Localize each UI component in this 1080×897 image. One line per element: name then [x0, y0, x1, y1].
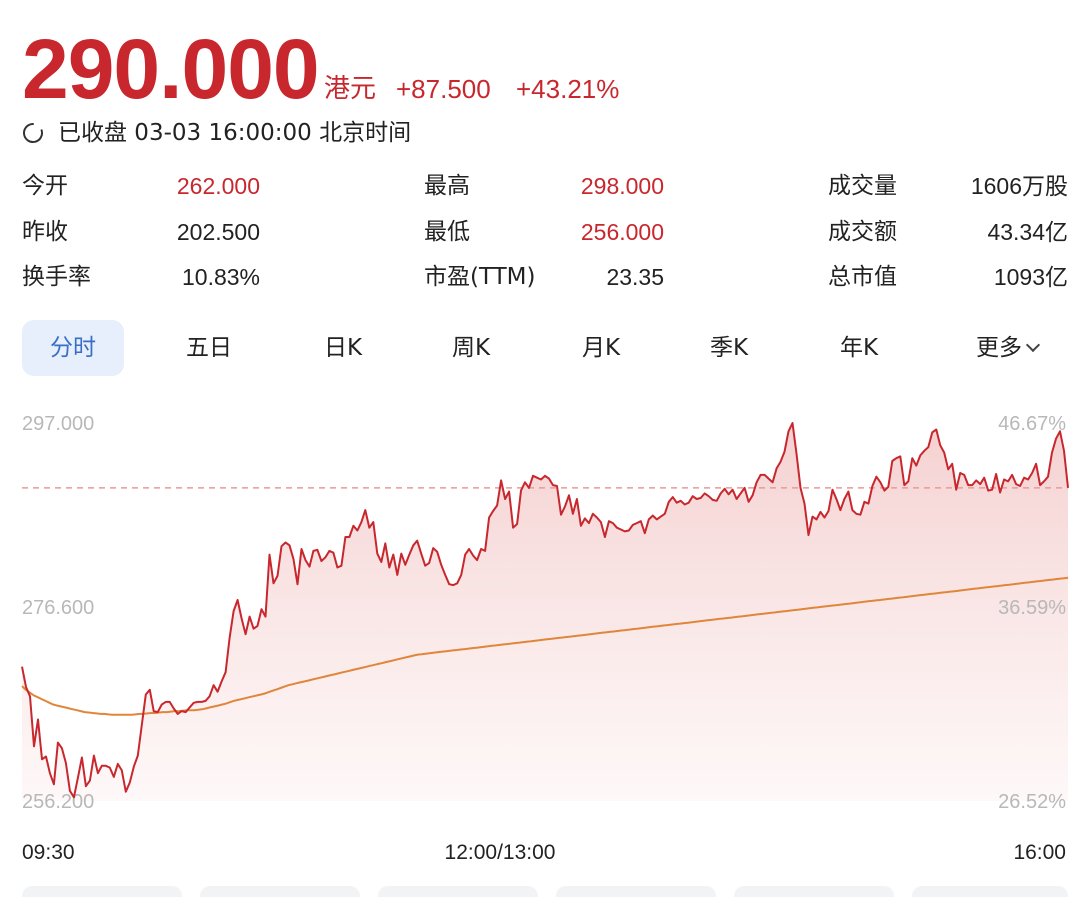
shortcut-pill[interactable]	[22, 886, 182, 897]
shortcut-pill[interactable]	[378, 886, 538, 897]
price-change-percent: +43.21%	[516, 74, 620, 104]
intraday-chart-svg: 297.000 276.600 256.200 46.67% 36.59% 26…	[21, 413, 1069, 864]
currency-unit: 港元	[324, 74, 377, 104]
quote-stats: 今开 262.000 最高 298.000 成交量 1606万股 昨收 202.…	[0, 168, 1080, 304]
chevron-down-icon	[1025, 337, 1041, 353]
market-cap-value: 1093亿	[993, 264, 1068, 290]
volume-value: 1606万股	[970, 173, 1068, 199]
chart-period-tabs: 分时 五日 日K 周K 月K 季K 年K 更多	[22, 320, 1080, 376]
turnover-rate-label: 换手率	[22, 264, 91, 290]
price-change: +87.500	[396, 74, 491, 104]
last-price: 290.000	[22, 22, 320, 116]
y-left-tick: 276.600	[22, 597, 94, 619]
tab-quarterly-k[interactable]: 季K	[709, 335, 749, 361]
shortcut-pill[interactable]	[734, 886, 894, 897]
x-tick: 09:30	[22, 841, 75, 864]
turnover-rate-value: 10.83%	[181, 264, 260, 290]
high-label: 最高	[424, 173, 470, 199]
low-label: 最低	[424, 219, 470, 245]
shortcut-pill[interactable]	[556, 886, 716, 897]
average-price-line	[21, 576, 1069, 716]
open-label: 今开	[22, 173, 68, 199]
status-text: 已收盘 03-03 16:00:00 北京时间	[58, 120, 412, 146]
prev-close-value: 202.500	[176, 219, 260, 245]
tab-daily-k[interactable]: 日K	[323, 335, 363, 361]
open-value: 262.000	[176, 173, 260, 199]
pe-value: 23.35	[606, 264, 664, 290]
shortcut-pill[interactable]	[200, 886, 360, 897]
turnover-label: 成交额	[828, 219, 897, 245]
tab-more[interactable]: 更多	[952, 320, 1062, 376]
pe-label: 市盈(TTM)	[424, 264, 536, 290]
tab-yearly-k[interactable]: 年K	[839, 335, 879, 361]
market-cap-label: 总市值	[828, 264, 897, 290]
y-right-tick: 36.59%	[998, 597, 1066, 619]
y-left-tick: 297.000	[22, 413, 94, 435]
tab-five-day[interactable]: 五日	[186, 335, 232, 361]
high-value: 298.000	[580, 173, 664, 199]
tab-weekly-k[interactable]: 周K	[451, 335, 491, 361]
price-area-fill	[22, 423, 1068, 801]
y-right-tick: 46.67%	[998, 413, 1066, 435]
price-line	[21, 422, 1069, 799]
shortcut-pill[interactable]	[912, 886, 1068, 897]
tab-more-label: 更多	[976, 335, 1022, 361]
clock-icon	[23, 123, 44, 143]
low-value: 256.000	[580, 219, 664, 245]
y-left-tick: 256.200	[22, 791, 94, 813]
tab-monthly-k[interactable]: 月K	[581, 335, 621, 361]
x-tick: 12:00/13:00	[445, 841, 556, 864]
tab-intraday[interactable]: 分时	[22, 320, 124, 376]
y-right-tick: 26.52%	[998, 791, 1066, 813]
volume-label: 成交量	[828, 173, 897, 199]
bottom-shortcut-row	[0, 886, 1080, 897]
intraday-chart: 297.000 276.600 256.200 46.67% 36.59% 26…	[0, 396, 1080, 876]
turnover-value: 43.34亿	[987, 219, 1068, 245]
x-tick: 16:00	[1013, 841, 1066, 864]
prev-close-label: 昨收	[22, 219, 68, 245]
